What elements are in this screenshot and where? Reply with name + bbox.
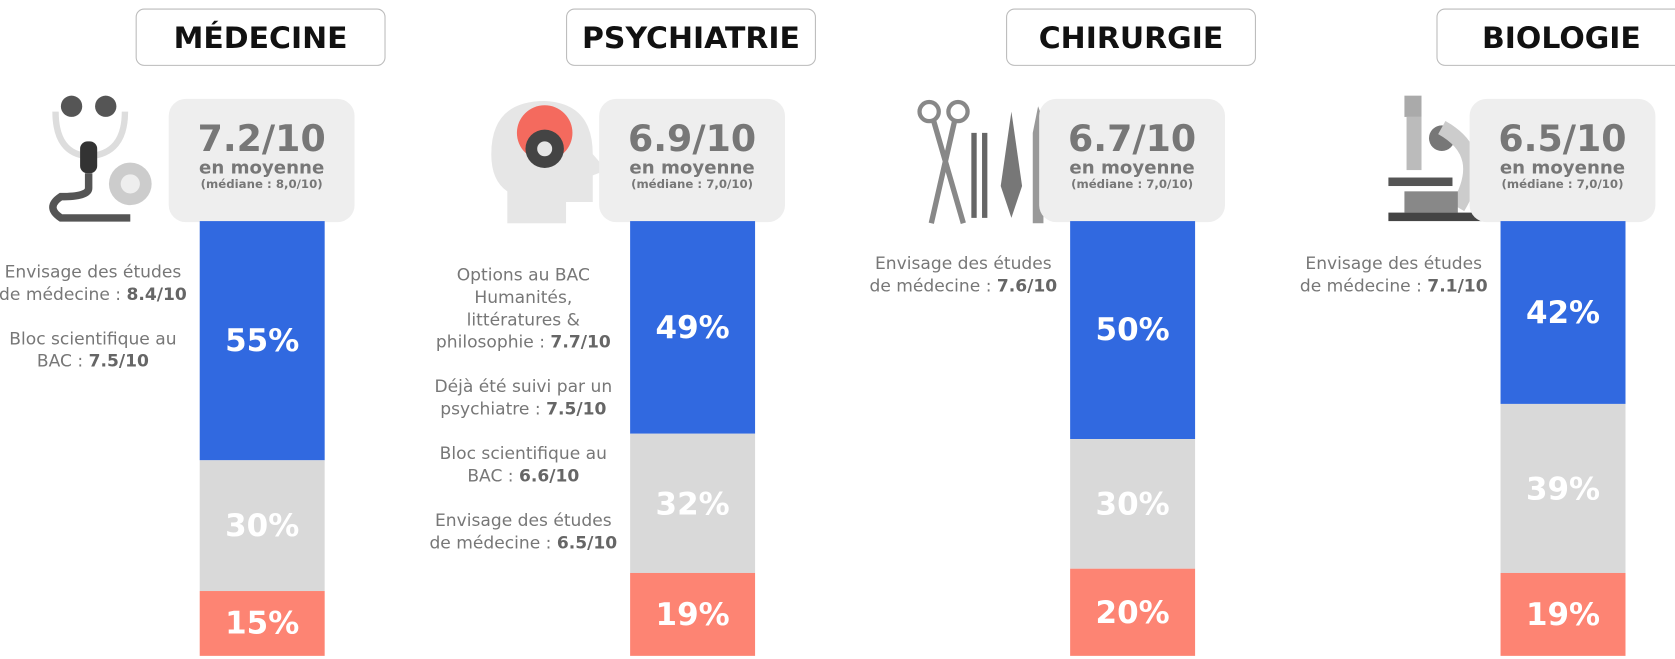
score-box: 6.7/10 en moyenne (médiane : 7,0/10) [1039,98,1225,223]
score-value: 6.7/10 [1068,117,1197,161]
panel: PSYCHIATRIE 6.9/10 en moyenne (médiane : 7,… [429,0,1015,659]
notes: Envisage des études de médecine : 8.4/10… [0,260,189,394]
icon [491,100,607,224]
stacked-bar: 50% 30% 20% [1070,221,1196,656]
note: Envisage des études de médecine : 6.5/10 [427,509,619,554]
panel-title: MÉDECINE [135,8,386,66]
note-score: 6.5/10 [556,532,618,553]
segment-label: 19% [655,596,730,633]
notes: Options au BAC Humanités, littératures &… [427,264,619,577]
average-label: en moyenne [629,157,755,179]
segment-label: 30% [1095,485,1170,522]
average-label: en moyenne [1499,157,1626,179]
score-box: 6.9/10 en moyenne (médiane : 7,0/10) [599,98,785,223]
note-score: 7.5/10 [546,398,607,419]
score-box: 7.2/10 en moyenne (médiane : 8,0/10) [168,98,355,223]
icon [49,95,152,222]
segment-label: 39% [1525,470,1601,507]
icon [917,99,1046,224]
stacked-bar: 42% 39% 19% [1500,221,1626,656]
segment-label: 55% [225,322,300,359]
note: Bloc scientifique au BAC : 6.6/10 [427,442,619,487]
bar-segment: 20% [1070,568,1196,656]
note-text: Déjà été suivi par un psychiatre : [434,376,613,419]
note-text: Envisage des études de médecine : [429,510,612,553]
note-text: Bloc scientifique au BAC : [439,443,607,486]
bar-segment: 30% [1070,438,1196,569]
segment-label: 42% [1525,294,1601,331]
panel-title: PSYCHIATRIE [566,8,816,66]
segment-label: 49% [655,309,730,346]
note-score: 7.1/10 [1427,275,1488,296]
note: Bloc scientifique au BAC : 7.5/10 [0,327,189,372]
median-label: (médiane : 8,0/10) [200,177,323,192]
bar-segment: 15% [199,590,325,656]
note: Options au BAC Humanités, littératures &… [427,264,619,353]
bar-segment: 39% [1500,403,1626,574]
segment-label: 20% [1095,594,1170,631]
note-score: 7.6/10 [996,275,1058,296]
notes: Envisage des études de médecine : 7.6/10 [867,252,1059,319]
score-value: 6.5/10 [1498,117,1627,161]
panel-title: CHIRURGIE [1006,8,1256,66]
bar-segment: 42% [1500,221,1626,404]
segment-label: 32% [655,485,730,522]
bar-segment: 49% [630,221,756,435]
score-value: 6.9/10 [628,117,757,161]
segment-label: 19% [1525,596,1601,633]
segment-label: 50% [1095,311,1170,348]
note-score: 7.5/10 [88,350,149,371]
median-label: (médiane : 7,0/10) [631,177,754,192]
note-score: 8.4/10 [126,283,187,305]
note: Envisage des études de médecine : 8.4/10 [0,260,189,305]
note-text: Envisage des études de médecine : [0,261,182,305]
note: Envisage des études de médecine : 7.6/10 [867,252,1059,297]
icon [1388,95,1490,222]
note-text: Bloc scientifique au BAC : [9,328,177,371]
note-text: Envisage des études de médecine : [1299,252,1483,296]
median-label: (médiane : 7,0/10) [1501,177,1624,192]
note-score: 6.6/10 [518,465,580,486]
note-score: 7.7/10 [550,331,611,352]
segment-label: 15% [225,605,300,642]
panel: CHIRURGIE 6.7/10 en moyenne (médiane : 7,0/… [869,0,1455,659]
median-label: (médiane : 7,0/10) [1071,177,1194,192]
bar-segment: 32% [630,434,756,574]
panel: MÉDECINE 7.2/10 en moyenne (médiane : 8,0/1… [0,0,585,659]
stacked-bar: 55% 30% 15% [199,221,325,656]
score-box: 6.5/10 en moyenne (médiane : 7,0/10) [1469,98,1656,223]
panel-title: BIOLOGIE [1436,8,1675,66]
note: Déjà été suivi par un psychiatre : 7.5/1… [427,375,619,420]
bar-segment: 19% [1500,573,1626,656]
stacked-bar: 49% 32% 19% [630,221,756,656]
note-text: Envisage des études de médecine : [869,252,1052,296]
bar-segment: 55% [199,221,325,461]
note-text: Options au BAC Humanités, littératures &… [435,264,590,352]
note: Envisage des études de médecine : 7.1/10 [1298,252,1490,297]
score-value: 7.2/10 [197,117,326,161]
segment-label: 30% [225,507,300,544]
average-label: en moyenne [199,157,325,179]
bar-segment: 30% [199,460,325,591]
panel: BIOLOGIE 6.5/10 en moyenne (médiane : 7,0/1… [1300,0,1675,659]
notes: Envisage des études de médecine : 7.1/10 [1298,252,1490,319]
average-label: en moyenne [1069,157,1195,179]
bar-segment: 50% [1070,221,1196,439]
bar-segment: 19% [630,573,756,656]
